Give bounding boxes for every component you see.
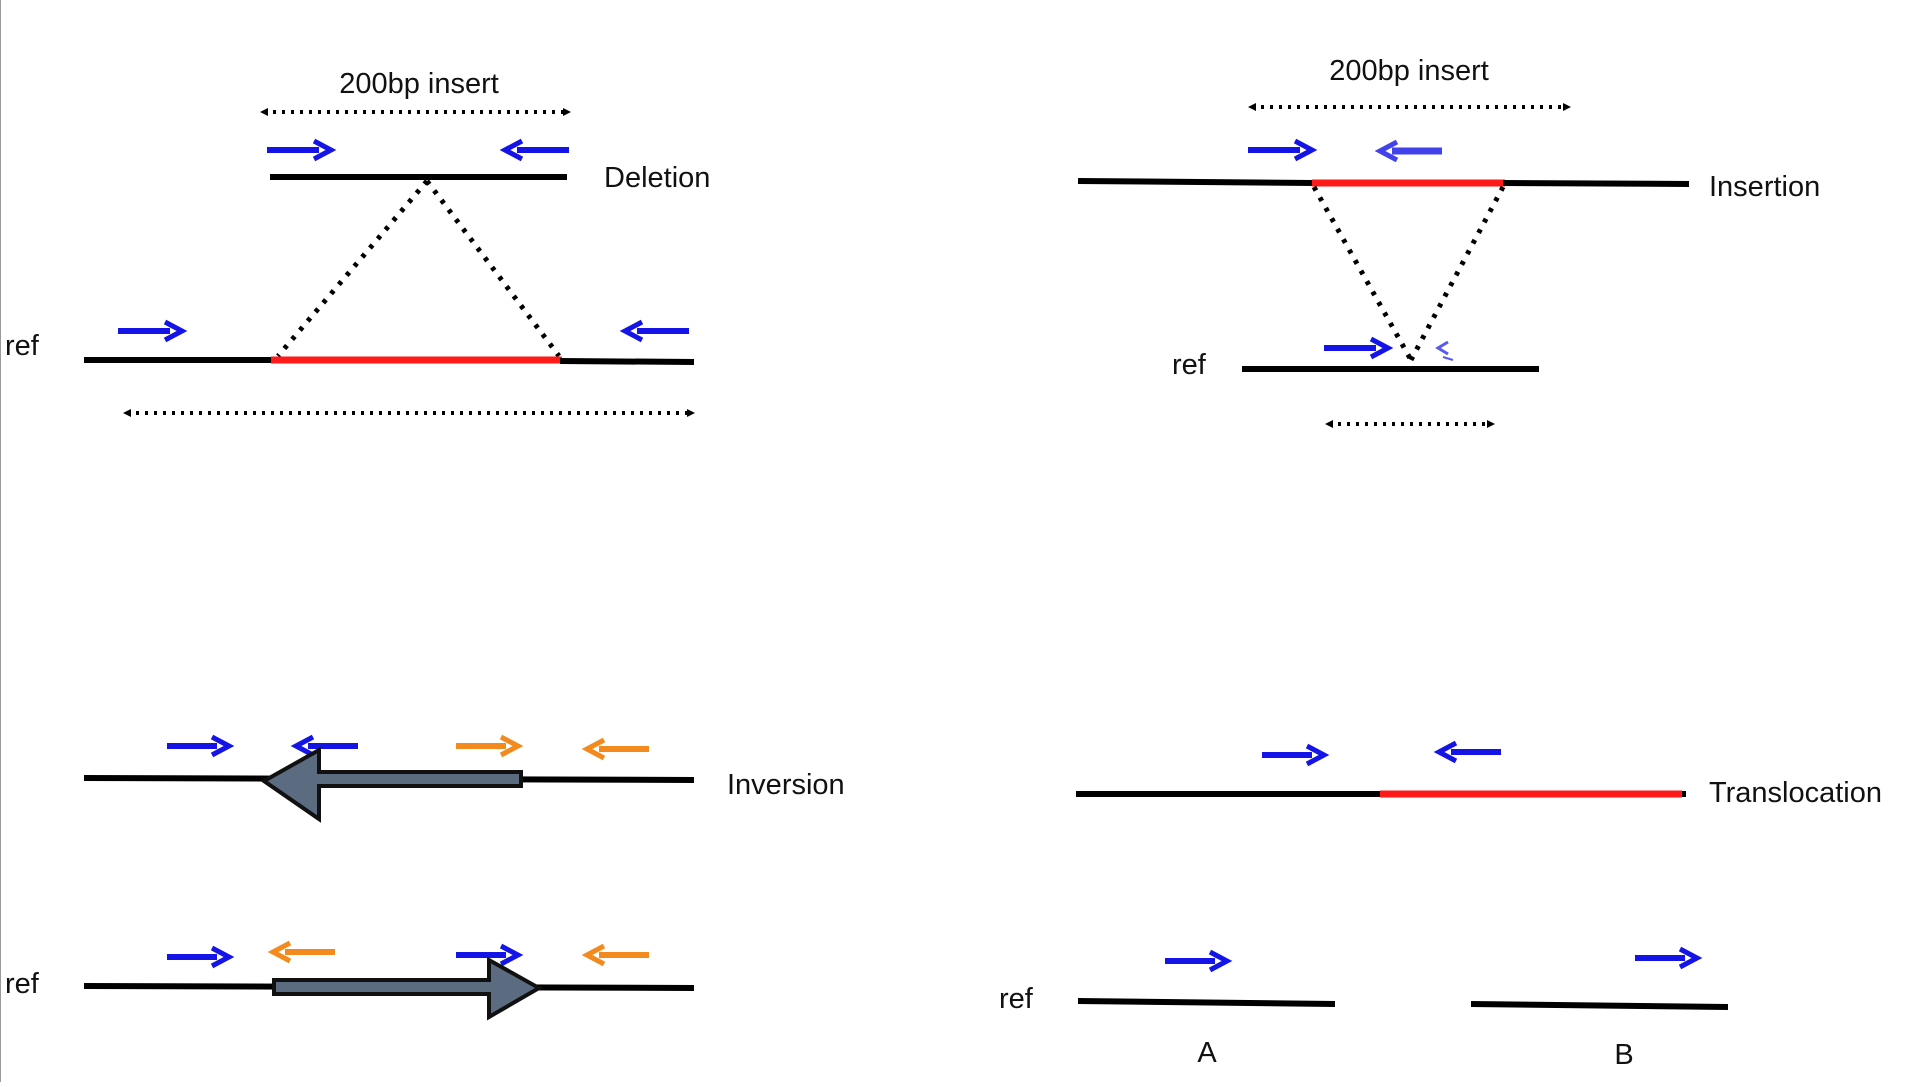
deletion-title: Deletion — [604, 162, 710, 194]
inversion-panel: Inversion ref — [5, 734, 845, 1021]
translocation-reverse-read-arrow — [1433, 740, 1501, 764]
deletion-insert-label: 200bp insert — [339, 68, 499, 100]
insertion-insert-label: 200bp insert — [1329, 55, 1489, 87]
deletion-ref-line-right — [559, 358, 695, 365]
deletion-ref-forward-read-arrow — [118, 319, 188, 343]
inversion-alt-forward-read-arrow — [456, 734, 524, 758]
insertion-title: Insertion — [1709, 171, 1820, 203]
insertion-ref-forward-read-arrow — [1324, 336, 1394, 360]
translocation-ref-forward-read-arrow-b — [1635, 946, 1703, 970]
inversion-forward-read-arrow — [167, 734, 235, 758]
deletion-ref-reverse-read-arrow — [619, 319, 689, 343]
inversion-reverse-read-arrow — [290, 734, 358, 758]
insertion-ref-label: ref — [1172, 349, 1207, 381]
deletion-ref-label: ref — [5, 330, 40, 362]
deletion-reverse-read-arrow — [499, 138, 569, 162]
inversion-ref-forward-read-arrow — [167, 945, 235, 969]
inversion-title: Inversion — [727, 769, 845, 801]
insertion-panel: 200bp insert Insertion — [1077, 55, 1820, 428]
inversion-alt-reverse-read-arrow — [581, 737, 649, 761]
insertion-left-breakpoint-guide — [1311, 185, 1414, 362]
inversion-ref-alt-reverse-read-arrow-2 — [581, 943, 649, 967]
insertion-reverse-read-arrow — [1374, 139, 1442, 163]
inversion-ref-block — [272, 956, 544, 1021]
deletion-forward-read-arrow — [267, 138, 337, 162]
translocation-segment-b-label: B — [1614, 1039, 1633, 1071]
translocation-segment-a-label: A — [1197, 1037, 1217, 1069]
translocation-ref-forward-read-arrow-a — [1165, 949, 1233, 973]
deletion-panel: 200bp insert Deletion — [5, 68, 710, 417]
inversion-ref-label: ref — [5, 968, 40, 1000]
translocation-ref-segment-a-line — [1077, 998, 1336, 1007]
insertion-forward-read-arrow — [1248, 138, 1318, 162]
insertion-variant-line-right — [1502, 180, 1690, 187]
deletion-right-breakpoint-guide — [425, 179, 561, 358]
insertion-ref-reverse-read-arrow-fragment — [1435, 340, 1454, 361]
translocation-panel: Translocation ref A B — [999, 740, 1882, 1071]
translocation-ref-segment-b-line — [1470, 1001, 1729, 1010]
inversion-ref-forward-read-arrow-2 — [456, 943, 524, 967]
insertion-right-breakpoint-guide — [1408, 185, 1506, 362]
insertion-variant-line-left — [1077, 178, 1315, 186]
translocation-title: Translocation — [1709, 777, 1882, 809]
inversion-ref-alt-reverse-read-arrow — [267, 940, 335, 964]
inversion-inverted-block — [260, 746, 523, 823]
deletion-left-breakpoint-guide — [276, 179, 429, 358]
translocation-forward-read-arrow — [1262, 743, 1330, 767]
translocation-ref-label: ref — [999, 983, 1034, 1015]
